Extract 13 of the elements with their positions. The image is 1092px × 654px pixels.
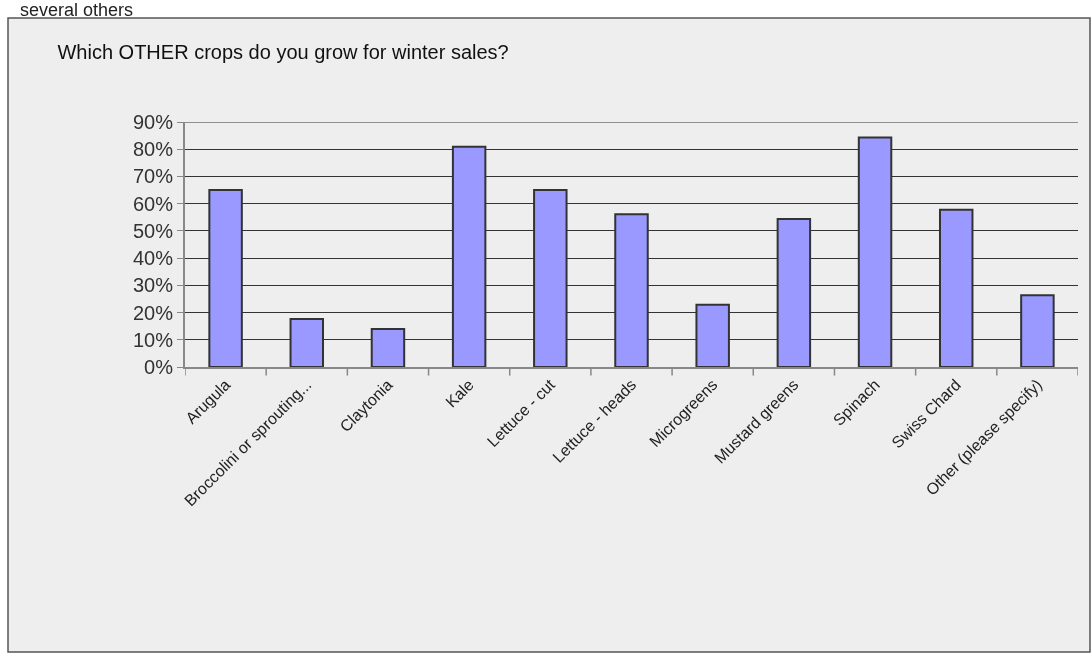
y-tick-label: 10% (132, 328, 174, 351)
y-tick-label: 70% (132, 165, 174, 188)
y-tick-label: 80% (132, 138, 174, 161)
text: several others (20, 0, 134, 20)
y-tick-label: 50% (132, 219, 174, 242)
y-tick-label: 40% (132, 247, 174, 270)
y-tick-label: 0% (144, 356, 174, 378)
chart-title: Which OTHER crops do you grow for winter sales? (57, 41, 509, 63)
y-tick-label: 90% (132, 111, 174, 133)
y-tick-label: 60% (132, 192, 174, 215)
x-tick-label: Kale (442, 375, 477, 411)
y-tick-label: 30% (132, 274, 174, 297)
y-tick-label: 20% (132, 301, 174, 324)
